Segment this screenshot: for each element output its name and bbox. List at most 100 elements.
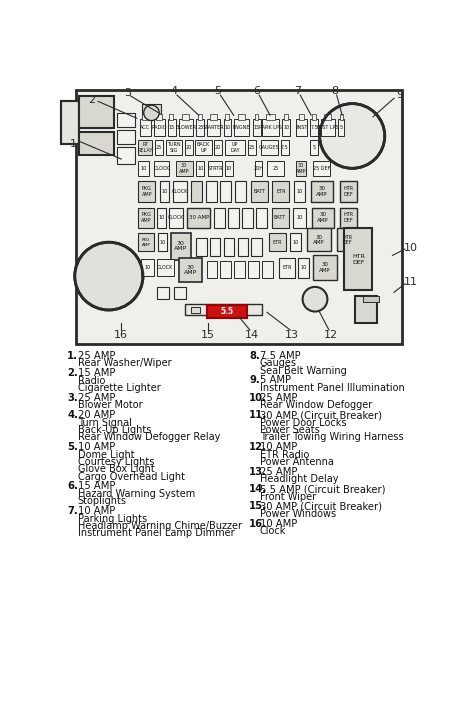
Bar <box>154 119 164 136</box>
Bar <box>168 119 175 136</box>
Text: TURN
SIG: TURN SIG <box>167 142 181 153</box>
Text: 16.: 16. <box>249 518 267 528</box>
Bar <box>142 115 147 120</box>
Text: Trailer Towing Wiring Harness: Trailer Towing Wiring Harness <box>260 432 403 442</box>
Text: CLOCK: CLOCK <box>157 265 173 270</box>
Bar <box>80 132 113 155</box>
Text: 1: 1 <box>70 139 77 149</box>
Bar <box>208 160 222 176</box>
Text: 5.5: 5.5 <box>220 307 233 316</box>
Text: 25 AMP: 25 AMP <box>260 393 297 403</box>
Text: 30
AMP: 30 AMP <box>174 241 188 251</box>
Bar <box>256 208 267 228</box>
Text: 5.5 AMP (Circuit Breaker): 5.5 AMP (Circuit Breaker) <box>260 484 385 494</box>
Bar <box>340 208 357 228</box>
Bar <box>290 233 301 251</box>
Text: 16: 16 <box>114 329 128 339</box>
Text: 20: 20 <box>185 145 192 150</box>
Bar <box>296 119 307 136</box>
Text: 7: 7 <box>294 87 301 97</box>
Bar <box>173 180 187 202</box>
Text: 30
AMP: 30 AMP <box>183 264 197 276</box>
Text: GAUGES: GAUGES <box>259 145 280 150</box>
Bar <box>169 208 183 228</box>
Bar <box>298 258 309 278</box>
Text: 10: 10 <box>158 215 164 220</box>
Text: 30 AMP (Circuit Breaker): 30 AMP (Circuit Breaker) <box>260 410 382 420</box>
Bar <box>310 119 318 136</box>
Text: ETR: ETR <box>283 265 292 270</box>
Text: Power Seats: Power Seats <box>260 425 320 435</box>
Bar <box>237 238 248 256</box>
Text: 10: 10 <box>197 166 203 171</box>
Bar <box>224 238 235 256</box>
Text: 25 AMP: 25 AMP <box>78 393 115 403</box>
Text: BATT: BATT <box>274 215 286 220</box>
Text: 14.: 14. <box>249 484 267 494</box>
Bar <box>262 119 279 136</box>
Bar <box>155 140 163 155</box>
Bar <box>293 208 306 228</box>
Text: 7.: 7. <box>67 506 78 516</box>
Bar <box>198 115 202 120</box>
Text: 30
AMP: 30 AMP <box>179 163 189 174</box>
Bar <box>310 140 318 155</box>
Text: 20 AMP: 20 AMP <box>78 410 115 420</box>
Text: Seal Belt Warning: Seal Belt Warning <box>260 366 346 376</box>
Text: 10: 10 <box>300 265 307 270</box>
Bar <box>166 140 182 155</box>
Text: 7.5: 7.5 <box>281 145 289 150</box>
Bar <box>156 115 162 120</box>
Text: ACC: ACC <box>140 125 150 130</box>
Bar <box>284 115 288 120</box>
Text: Courtesy Lights: Courtesy Lights <box>78 457 154 467</box>
Bar <box>196 160 204 176</box>
Bar <box>340 115 343 120</box>
Bar <box>313 160 330 176</box>
Bar <box>296 160 307 176</box>
Bar <box>117 130 135 144</box>
Text: HTR
DEF: HTR DEF <box>343 186 354 197</box>
Bar <box>196 238 207 256</box>
Text: 10: 10 <box>141 166 147 171</box>
Bar <box>237 115 245 120</box>
Bar <box>175 160 192 176</box>
Text: Glove Box Light: Glove Box Light <box>78 465 155 475</box>
Bar <box>210 115 217 120</box>
Text: Power Door Locks: Power Door Locks <box>260 418 346 427</box>
Text: 10: 10 <box>404 243 418 253</box>
Bar <box>299 115 304 120</box>
Bar <box>174 287 186 299</box>
Text: 12: 12 <box>323 329 337 339</box>
Text: 3: 3 <box>124 88 131 98</box>
Bar <box>225 160 233 176</box>
Text: 15: 15 <box>254 125 260 130</box>
Bar <box>76 90 402 344</box>
Bar <box>191 180 202 202</box>
Bar <box>225 115 229 120</box>
Text: 30
AMP: 30 AMP <box>317 212 328 223</box>
Bar <box>268 233 285 251</box>
Text: Radio: Radio <box>78 376 105 386</box>
Text: 9.: 9. <box>249 375 260 385</box>
Bar <box>138 160 149 176</box>
Text: 2.: 2. <box>67 368 78 378</box>
Bar <box>251 180 268 202</box>
Bar <box>234 119 249 136</box>
Text: Hazard Warning System: Hazard Warning System <box>78 489 195 499</box>
Text: Rear Window Defogger: Rear Window Defogger <box>260 400 372 410</box>
Bar <box>207 119 220 136</box>
Bar <box>61 102 80 144</box>
Text: Clock: Clock <box>260 526 286 536</box>
Text: 30
AMP: 30 AMP <box>319 262 331 273</box>
Text: HTR
DEF: HTR DEF <box>352 253 365 265</box>
Text: Headlight Delay: Headlight Delay <box>260 475 338 485</box>
Text: 10: 10 <box>283 125 290 130</box>
Bar <box>157 259 174 276</box>
Circle shape <box>144 105 159 120</box>
Bar <box>138 140 152 155</box>
Text: ENGNE: ENGNE <box>233 125 250 130</box>
Text: RADIO: RADIO <box>152 125 167 130</box>
Text: Blower Motor: Blower Motor <box>78 400 143 410</box>
Bar <box>363 296 379 302</box>
